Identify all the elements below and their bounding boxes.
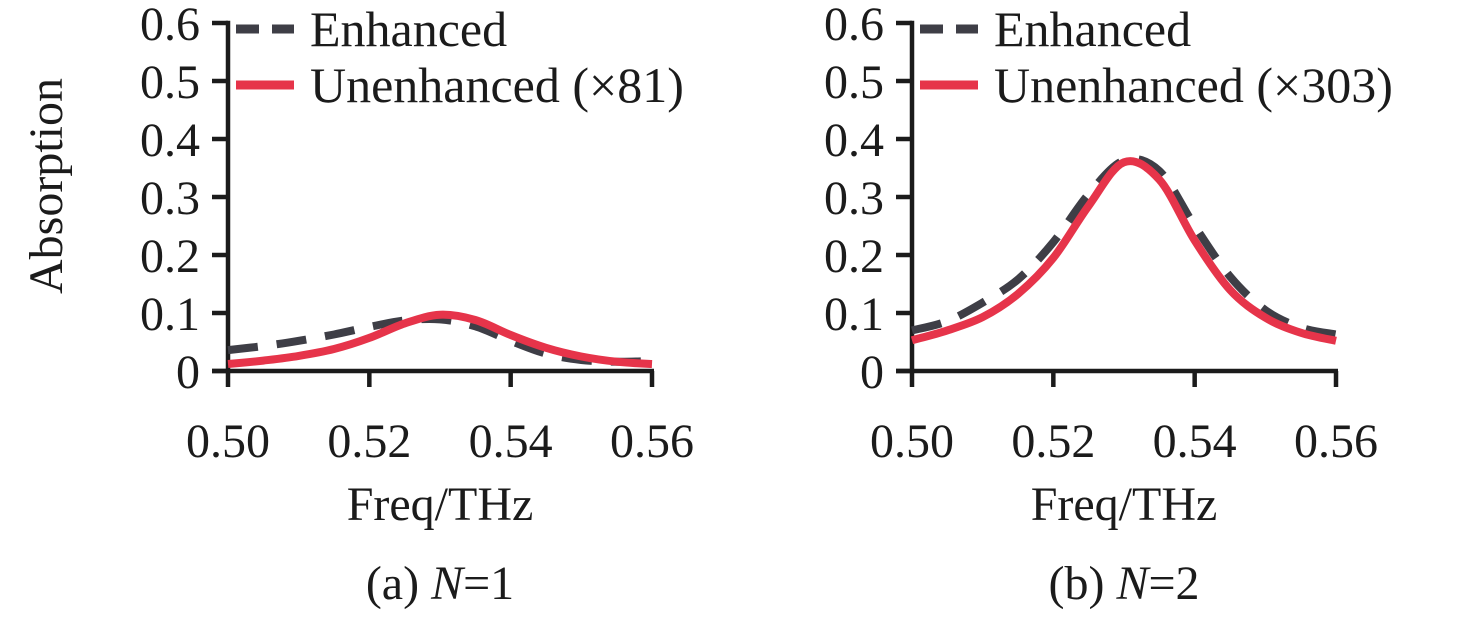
x-tick-label: 0.54	[469, 415, 553, 468]
y-tick-label: 0.6	[140, 0, 200, 51]
caption-prefix: (a)	[365, 557, 432, 610]
chart-a-legend: Enhanced Unenhanced (×81)	[236, 1, 684, 113]
unenhanced-curve	[227, 310, 653, 368]
chart-a-caption: (a) N=1	[140, 556, 740, 612]
legend-item-unenhanced: Unenhanced (×81)	[236, 57, 684, 113]
caption-variable: N	[1116, 557, 1149, 610]
chart-b-plot: 00.10.20.30.40.50.6 0.50 0.52 0.54 0.56	[824, 0, 1378, 468]
legend-label-enhanced: Enhanced	[994, 1, 1192, 57]
unenhanced-line-swatch	[236, 80, 294, 90]
y-tick-label: 0.5	[824, 56, 884, 109]
x-axis-label: Freq/THz	[1030, 478, 1218, 531]
y-tick-label: 0	[860, 346, 884, 399]
caption-suffix: =2	[1148, 557, 1200, 610]
legend-item-enhanced: Enhanced	[920, 1, 1393, 57]
y-tick-label: 0.3	[140, 172, 200, 225]
unenhanced-line-swatch	[920, 80, 978, 90]
unenhanced-curve	[910, 157, 1337, 345]
chart-b-caption: (b) N=2	[824, 556, 1424, 612]
legend-item-unenhanced: Unenhanced (×303)	[920, 57, 1393, 113]
caption-variable: N	[431, 557, 464, 610]
y-tick-label: 0.6	[824, 0, 884, 51]
caption-suffix: =1	[463, 557, 515, 610]
chart-a: 0 0.1 0.2 0.3 0.4 0.5 0.6 0.50 0.52 0.54 0.56 Enha…	[140, 0, 740, 612]
x-tick-label: 0.54	[1153, 415, 1237, 468]
y-tick-label: 0.1	[824, 288, 884, 341]
x-axis-label: Freq/THz	[346, 478, 534, 531]
x-tick-label: 0.56	[1294, 415, 1378, 468]
y-tick-label: 0.4	[140, 114, 200, 167]
enhanced-line-swatch	[236, 24, 294, 34]
y-tick-label: 0.4	[824, 114, 884, 167]
y-tick-label: 0.3	[824, 172, 884, 225]
legend-item-enhanced: Enhanced	[236, 1, 684, 57]
x-tick-label: 0.52	[327, 415, 411, 468]
x-tick-label: 0.50	[870, 415, 954, 468]
chart-a-plot: 00.10.20.30.40.50.6 0.50 0.52 0.54 0.56	[140, 0, 694, 468]
chart-b-legend: Enhanced Unenhanced (×303)	[920, 1, 1393, 113]
y-tick-label: 0.1	[140, 288, 200, 341]
x-tick-label: 0.50	[186, 415, 270, 468]
y-tick-label: 0.2	[824, 230, 884, 283]
enhanced-curve	[911, 154, 1337, 339]
x-tick-label: 0.56	[610, 415, 694, 468]
x-tick-label: 0.52	[1011, 415, 1095, 468]
legend-label-enhanced: Enhanced	[310, 1, 508, 57]
legend-label-unenhanced: Unenhanced (×81)	[310, 57, 684, 113]
y-tick-label: 0.2	[140, 230, 200, 283]
y-tick-label: 0.5	[140, 56, 200, 109]
caption-prefix: (b)	[1048, 557, 1117, 610]
legend-label-unenhanced: Unenhanced (×303)	[994, 57, 1393, 113]
chart-b: 0 0.1 0.2 0.3 0.4 0.5 0.6 0.50 0.52 0.54 0.56 Enha…	[684, 0, 1422, 624]
enhanced-line-swatch	[920, 24, 978, 34]
y-tick-label: 0	[176, 346, 200, 399]
